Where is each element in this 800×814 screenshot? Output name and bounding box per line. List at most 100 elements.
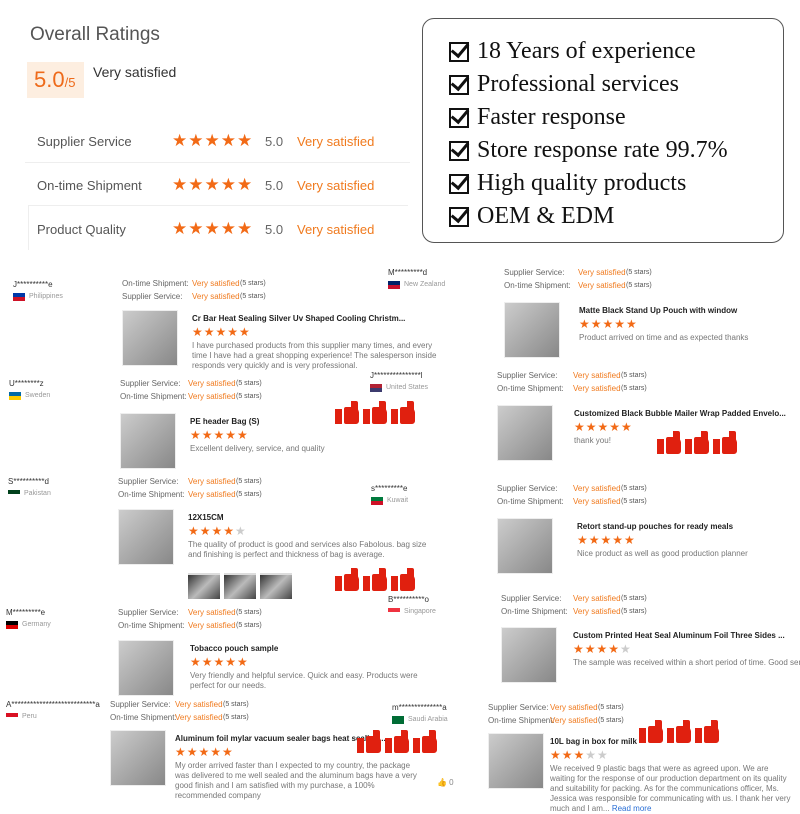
rating-stars-count: (5 stars) bbox=[598, 717, 624, 724]
rating-label: Supplier Service: bbox=[497, 484, 558, 493]
flag-icon bbox=[392, 716, 404, 724]
thumbs-up-icon bbox=[667, 717, 691, 743]
like-button[interactable]: 👍 0 bbox=[437, 778, 454, 787]
product-image[interactable] bbox=[110, 730, 166, 786]
feature-text: Professional services bbox=[477, 71, 679, 97]
flag-icon bbox=[13, 293, 25, 301]
thumbs-up-icon bbox=[713, 428, 737, 454]
product-image[interactable] bbox=[497, 405, 553, 461]
rating-stars-count: (5 stars) bbox=[223, 701, 249, 708]
review-rating-row: Supplier Service: Very satisfied (5 stars) bbox=[497, 371, 647, 380]
rating-label: On-time Shipment: bbox=[497, 384, 564, 393]
review-text: Very friendly and helpful service. Quick… bbox=[190, 671, 418, 690]
reviewer-name: J***************l bbox=[370, 371, 423, 380]
rating-stars-count: (5 stars) bbox=[240, 293, 266, 300]
rating-label: Supplier Service: bbox=[122, 292, 183, 301]
rating-value: Very satisfied bbox=[573, 497, 621, 506]
product-image[interactable] bbox=[504, 302, 560, 358]
rating-stars-count: (5 stars) bbox=[236, 393, 262, 400]
review-photo[interactable] bbox=[188, 573, 220, 599]
score: 5.0 bbox=[34, 67, 65, 92]
rating-label: Supplier Service bbox=[37, 134, 132, 149]
rating-text: Very satisfied bbox=[297, 222, 375, 237]
reviewer-name: M*********d bbox=[388, 268, 428, 277]
product-title[interactable]: Cr Bar Heat Sealing Silver Uv Shaped Coo… bbox=[192, 314, 406, 323]
product-image[interactable] bbox=[501, 627, 557, 683]
product-title[interactable]: Aluminum foil mylar vacuum sealer bags h… bbox=[175, 734, 386, 743]
review-text: Product arrived on time and as expected … bbox=[579, 333, 749, 342]
product-image[interactable] bbox=[122, 310, 178, 366]
product-star-rating: ★★★★★ bbox=[190, 655, 249, 669]
product-star-rating: ★★★★★ bbox=[577, 533, 636, 547]
read-more-link[interactable]: Read more bbox=[609, 804, 652, 813]
product-star-rating: ★★★★★ bbox=[192, 325, 251, 339]
thumbs-up-icon bbox=[657, 428, 681, 454]
product-image[interactable] bbox=[118, 509, 174, 565]
rating-label: On-time Shipment: bbox=[497, 497, 564, 506]
review-rating-row: Supplier Service: Very satisfied (5 stars) bbox=[501, 594, 647, 603]
review-rating-row: On-time Shipment: Very satisfied (5 stars) bbox=[118, 490, 262, 499]
product-title[interactable]: 12X15CM bbox=[188, 513, 224, 522]
product-title[interactable]: Matte Black Stand Up Pouch with window bbox=[579, 306, 738, 315]
reviewer-country: Germany bbox=[6, 621, 51, 629]
thumbs-up-group bbox=[357, 727, 437, 753]
rating-label: On-time Shipment bbox=[37, 178, 142, 193]
product-title[interactable]: PE header Bag (S) bbox=[190, 417, 260, 426]
checkbox-icon bbox=[449, 140, 469, 161]
checkbox-icon bbox=[449, 41, 469, 62]
flag-icon bbox=[9, 392, 21, 400]
product-star-rating: ★★★★★ bbox=[573, 642, 632, 656]
review-text: My order arrived faster than I expected … bbox=[175, 761, 417, 800]
overall-ratings-title: Overall Ratings bbox=[30, 24, 160, 45]
product-image[interactable] bbox=[118, 640, 174, 696]
thumbs-up-icon bbox=[695, 717, 719, 743]
rating-label: Supplier Service: bbox=[110, 700, 171, 709]
thumbs-up-group bbox=[335, 565, 415, 591]
rating-value: Very satisfied bbox=[188, 477, 236, 486]
product-title[interactable]: Tobacco pouch sample bbox=[190, 644, 279, 653]
product-image[interactable] bbox=[488, 733, 544, 789]
review-rating-row: Supplier Service: Very satisfied (5 stars) bbox=[120, 379, 262, 388]
review-text: I have purchased products from this supp… bbox=[192, 341, 437, 370]
feature-text: High quality products bbox=[477, 170, 687, 196]
product-star-rating: ★★★★★ bbox=[574, 420, 633, 434]
flag-icon bbox=[388, 608, 400, 616]
product-title[interactable]: Custom Printed Heat Seal Aluminum Foil T… bbox=[573, 631, 785, 640]
rating-stars-count: (5 stars) bbox=[236, 478, 262, 485]
review-rating-row: On-time Shipment: Very satisfied (5 stars) bbox=[497, 384, 647, 393]
reviewer-name: m**************a bbox=[392, 703, 447, 712]
reviewer-country: Singapore bbox=[388, 608, 436, 616]
thumbs-up-icon bbox=[413, 727, 437, 753]
rating-label: On-time Shipment: bbox=[122, 279, 189, 288]
thumbs-up-icon bbox=[357, 727, 381, 753]
review-rating-row: Supplier Service: Very satisfied (5 stars) bbox=[122, 292, 266, 301]
review-rating-row: On-time Shipment: Very satisfied (5 stars) bbox=[118, 621, 262, 630]
feature-item: High quality products bbox=[449, 167, 783, 200]
reviewer-country: Sweden bbox=[9, 392, 50, 400]
rating-stars-count: (5 stars) bbox=[621, 498, 647, 505]
review-photo[interactable] bbox=[224, 573, 256, 599]
rating-value: Very satisfied bbox=[192, 279, 240, 288]
rating-value: Very satisfied bbox=[188, 392, 236, 401]
rating-label: On-time Shipment: bbox=[110, 713, 177, 722]
product-title[interactable]: Customized Black Bubble Mailer Wrap Padd… bbox=[574, 409, 786, 418]
overall-score-badge: 5.0/5 bbox=[27, 62, 84, 98]
product-image[interactable] bbox=[120, 413, 176, 469]
product-star-rating: ★★★★★ bbox=[550, 748, 609, 762]
checkbox-icon bbox=[449, 206, 469, 227]
reviewer-name: U********z bbox=[9, 379, 44, 388]
product-title[interactable]: 10L bag in box for milk bbox=[550, 737, 637, 746]
rating-label: Supplier Service: bbox=[120, 379, 181, 388]
rating-value: 5.0 bbox=[265, 134, 284, 149]
product-star-rating: ★★★★★ bbox=[188, 524, 247, 538]
product-title[interactable]: Retort stand-up pouches for ready meals bbox=[577, 522, 734, 531]
product-image[interactable] bbox=[497, 518, 553, 574]
rating-label: Supplier Service: bbox=[497, 371, 558, 380]
review-rating-row: On-time Shipment: Very satisfied (5 stars) bbox=[504, 281, 652, 290]
rating-value: Very satisfied bbox=[175, 713, 223, 722]
rating-label: Supplier Service: bbox=[118, 608, 179, 617]
feature-item: 18 Years of experience bbox=[449, 35, 783, 68]
rating-label: Supplier Service: bbox=[118, 477, 179, 486]
review-photo[interactable] bbox=[260, 573, 292, 599]
rating-stars-count: (5 stars) bbox=[223, 714, 249, 721]
